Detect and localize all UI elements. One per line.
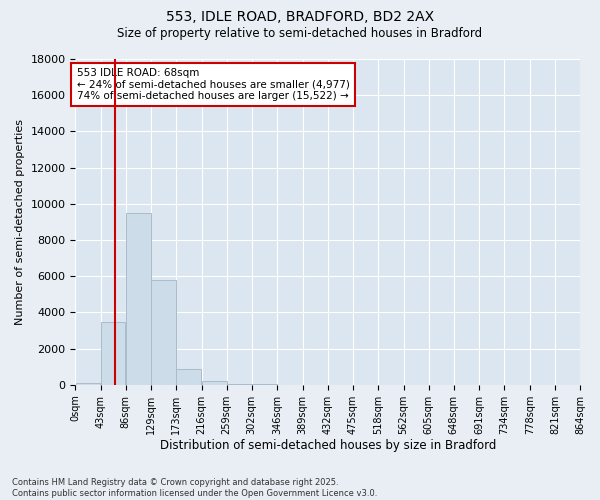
Bar — [202, 381, 227, 385]
Text: Contains HM Land Registry data © Crown copyright and database right 2025.
Contai: Contains HM Land Registry data © Crown c… — [12, 478, 377, 498]
Bar — [176, 370, 201, 385]
Bar — [151, 280, 176, 385]
X-axis label: Distribution of semi-detached houses by size in Bradford: Distribution of semi-detached houses by … — [160, 440, 496, 452]
Text: 553, IDLE ROAD, BRADFORD, BD2 2AX: 553, IDLE ROAD, BRADFORD, BD2 2AX — [166, 10, 434, 24]
Bar — [227, 384, 251, 385]
Bar — [101, 322, 125, 385]
Text: 553 IDLE ROAD: 68sqm
← 24% of semi-detached houses are smaller (4,977)
74% of se: 553 IDLE ROAD: 68sqm ← 24% of semi-detac… — [77, 68, 349, 102]
Text: Size of property relative to semi-detached houses in Bradford: Size of property relative to semi-detach… — [118, 28, 482, 40]
Bar — [126, 213, 151, 385]
Bar — [76, 383, 100, 385]
Y-axis label: Number of semi-detached properties: Number of semi-detached properties — [15, 119, 25, 325]
